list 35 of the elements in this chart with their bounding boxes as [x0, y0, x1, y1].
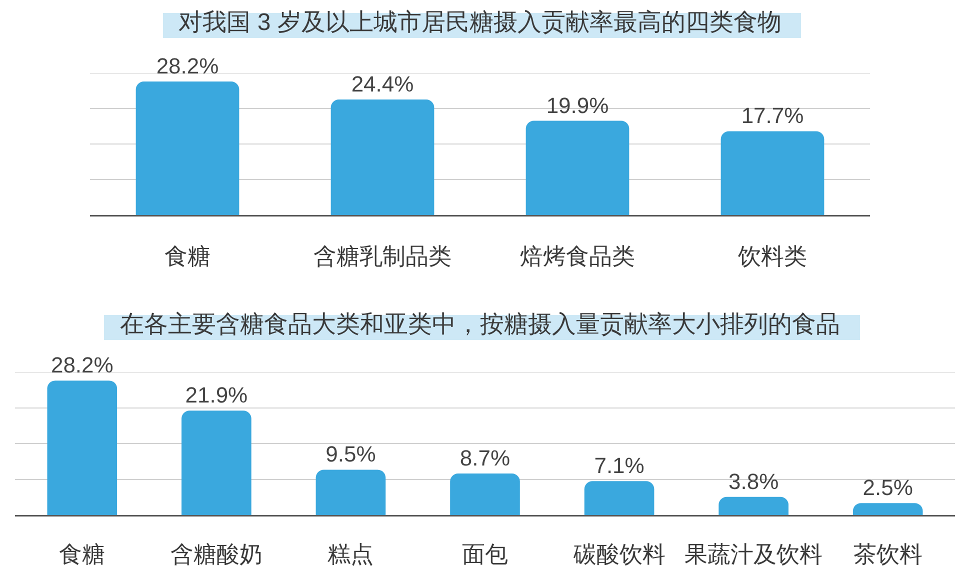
data-label: 17.7%	[741, 103, 804, 128]
bar	[526, 120, 630, 215]
data-label: 7.1%	[594, 453, 644, 478]
bar	[136, 82, 240, 215]
data-label: 24.4%	[351, 72, 414, 97]
data-label: 19.9%	[546, 92, 609, 118]
data-label: 2.5%	[862, 475, 913, 500]
data-label: 3.8%	[728, 468, 779, 494]
bar	[720, 131, 824, 215]
data-label: 21.9%	[185, 382, 248, 408]
x-tick-label: 焙烤食品类	[520, 243, 635, 270]
chart-title: 对我国 3 岁及以上城市居民糖摄入贡献率最高的四类食物	[178, 9, 782, 36]
bar	[450, 474, 520, 515]
data-label: 28.2%	[50, 352, 114, 378]
x-tick-label: 含糖酸奶	[170, 541, 262, 568]
bar	[584, 481, 654, 515]
x-tick-label: 含糖乳制品类	[314, 243, 452, 270]
x-tick-label: 碳酸饮料	[572, 541, 666, 568]
x-tick-label: 食糖	[164, 243, 210, 270]
x-tick-label: 饮料类	[737, 243, 807, 270]
data-label: 9.5%	[326, 442, 376, 467]
x-tick-label: 面包	[462, 541, 508, 568]
chart-title: 在各主要含糖食品大类和亚类中，按糖摄入量贡献率大小排列的食品	[120, 311, 840, 338]
x-tick-label: 果蔬汁及饮料	[684, 541, 823, 568]
bar	[316, 470, 386, 515]
bar	[852, 503, 923, 515]
bar	[330, 100, 434, 215]
x-tick-label: 糕点	[328, 541, 374, 568]
bar	[47, 380, 118, 515]
x-tick-label: 茶饮料	[853, 541, 922, 568]
data-label: 8.7%	[460, 446, 510, 471]
bar	[182, 410, 252, 515]
bar	[718, 496, 788, 515]
x-tick-label: 食糖	[59, 541, 106, 568]
data-label: 28.2%	[156, 54, 219, 79]
